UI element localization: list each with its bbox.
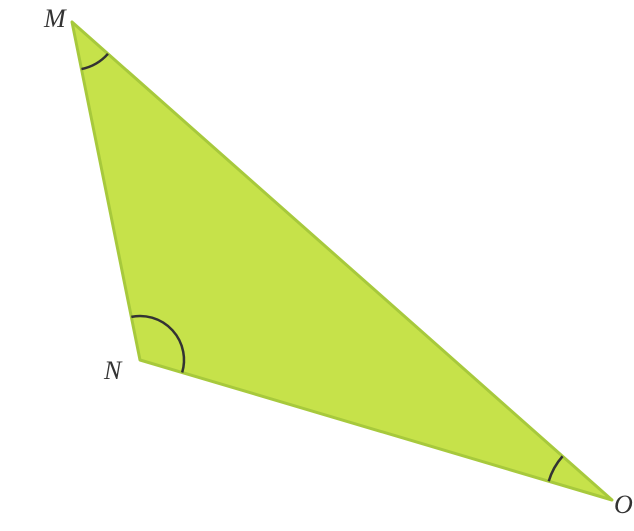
triangle-shape	[72, 22, 612, 500]
vertex-label-n: N	[104, 356, 121, 386]
triangle-diagram	[0, 0, 634, 531]
vertex-label-m: M	[44, 4, 66, 34]
vertex-label-o: O	[614, 490, 633, 520]
